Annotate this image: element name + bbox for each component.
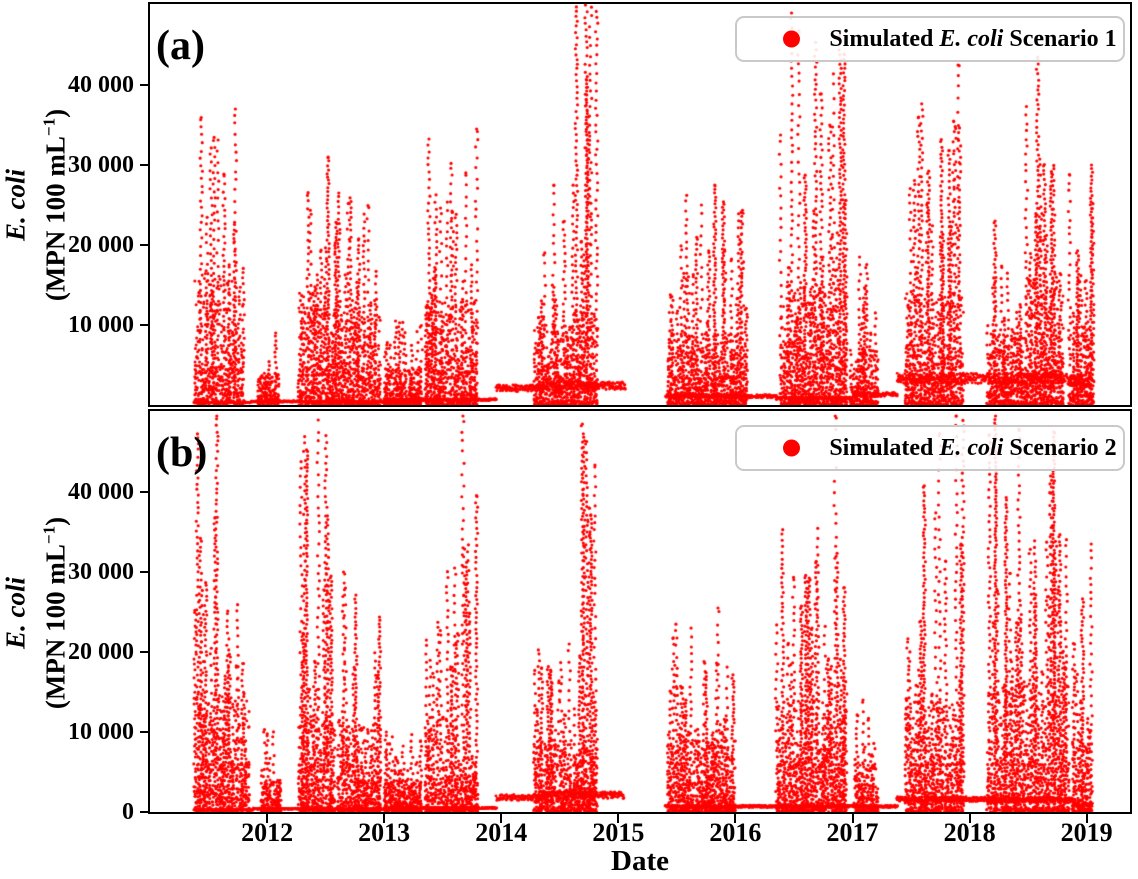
legend-b-label-post: Scenario 2 (1009, 434, 1117, 461)
y-tick-mark (140, 324, 148, 326)
y-tick-label: 30 000 (68, 559, 134, 585)
y-tick-mark (140, 164, 148, 166)
y-tick-mark (140, 244, 148, 246)
y-tick-label: 40 000 (68, 479, 134, 505)
legend-b: Simulated E. coli Scenario 2 (735, 425, 1125, 471)
x-tick-mark (1085, 814, 1088, 823)
y-tick-label: 0 (122, 799, 134, 825)
x-tick-label: 2017 (826, 818, 879, 847)
y-tick-label: 10 000 (68, 312, 134, 338)
x-tick-label: 2019 (1060, 818, 1113, 847)
y-tick-mark (140, 811, 148, 813)
panel-b: (b) Simulated E. coli Scenario 2 0 10 000… (68, 409, 1132, 825)
y-axis-title-a-species: E. coli (0, 169, 31, 241)
x-tick-mark (851, 814, 854, 823)
panel-b-label: (b) (156, 430, 208, 476)
y-tick-mark (140, 84, 148, 86)
scatter-canvas-b (150, 411, 1130, 812)
y-tick-label: 20 000 (68, 232, 134, 258)
x-tick-mark (617, 814, 620, 823)
legend-a-label-pre: Simulated (829, 25, 934, 52)
x-tick-label: 2012 (241, 818, 294, 847)
legend-marker-icon (783, 30, 800, 48)
x-tick-mark (266, 814, 269, 823)
legend-b-label-pre: Simulated (829, 434, 934, 461)
y-tick-mark (140, 491, 148, 493)
legend-b-label: Simulated E. coli Scenario 2 (829, 427, 1117, 469)
legend-a-label: Simulated E. coli Scenario 1 (829, 18, 1117, 60)
y-tick-mark (140, 731, 148, 733)
x-tick-mark (968, 814, 971, 823)
y-axis-title-b: E. coli (MPN 100 mL−1) (0, 373, 73, 853)
x-tick-label: 2018 (943, 818, 996, 847)
y-tick-label: 10 000 (68, 719, 134, 745)
legend-a-label-italic: E. coli (939, 25, 1004, 52)
y-tick-label: 30 000 (68, 152, 134, 178)
panel-a-label: (a) (156, 23, 205, 69)
legend-a: Simulated E. coli Scenario 1 (735, 16, 1125, 62)
panel-a: (a) Simulated E. coli Scenario 1 10 000 2… (68, 2, 1132, 407)
y-tick-mark (140, 651, 148, 653)
y-axis-title-b-units: (MPN 100 mL−1) (39, 516, 71, 710)
y-axis-title-a-units: (MPN 100 mL−1) (39, 108, 71, 302)
x-tick-label: 2013 (358, 818, 411, 847)
y-axis-title-b-species: E. coli (0, 577, 31, 649)
legend-marker-icon (783, 439, 800, 457)
x-tick-label: 2014 (475, 818, 528, 847)
legend-a-label-post: Scenario 1 (1009, 25, 1117, 52)
x-axis-title: Date (611, 845, 669, 877)
y-tick-label: 40 000 (68, 72, 134, 98)
legend-b-label-italic: E. coli (939, 434, 1004, 461)
y-tick-mark (140, 571, 148, 573)
x-tick-mark (383, 814, 386, 823)
x-tick-mark (734, 814, 737, 823)
x-tick-label: 2016 (709, 818, 762, 847)
x-tick-mark (500, 814, 503, 823)
y-tick-label: 20 000 (68, 639, 134, 665)
x-tick-label: 2015 (592, 818, 645, 847)
scatter-canvas-a (150, 4, 1130, 405)
